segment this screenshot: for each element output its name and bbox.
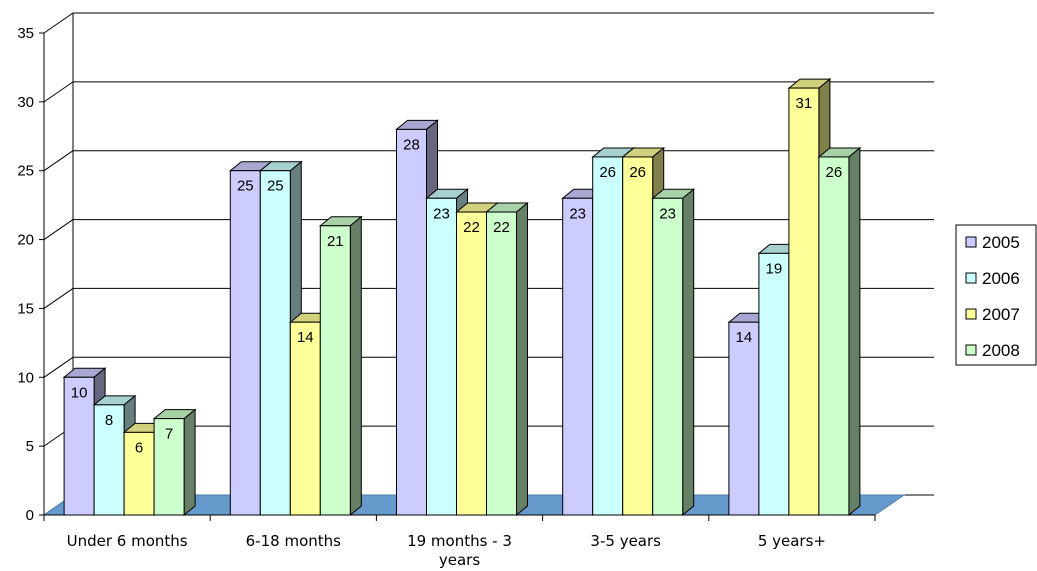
data-label: 23 (433, 205, 450, 222)
data-label: 22 (493, 219, 510, 236)
data-label: 26 (826, 164, 843, 181)
bar-2005 (396, 128, 427, 516)
legend-label: 2005 (982, 233, 1020, 252)
gridline-depth (43, 81, 74, 103)
data-label: 21 (327, 233, 344, 250)
bar-2006 (93, 404, 125, 516)
legend-label: 2006 (982, 269, 1020, 288)
data-label: 14 (736, 329, 753, 346)
bar-2008 (818, 156, 850, 516)
bar-2006 (259, 170, 291, 516)
y-tick-label: 5 (26, 438, 34, 455)
data-label: 26 (629, 164, 646, 181)
data-label: 23 (569, 205, 586, 222)
y-tick-label: 0 (26, 507, 34, 524)
bar-2008 (652, 197, 684, 516)
legend-label: 2008 (982, 341, 1020, 360)
x-tick-label: 19 months - 3 (407, 532, 512, 550)
legend-swatch-2005 (965, 236, 977, 248)
y-tick-label: 35 (17, 25, 34, 42)
bar-2006 (758, 252, 790, 516)
y-tick-label: 20 (17, 232, 34, 249)
bar-2005 (229, 170, 261, 516)
bar-2007 (289, 321, 321, 516)
legend (955, 224, 1037, 366)
y-tick-label: 30 (17, 94, 34, 111)
legend-label: 2007 (982, 305, 1020, 324)
bar-2007 (622, 156, 654, 516)
bar-2008 (486, 211, 517, 516)
data-label: 26 (599, 164, 616, 181)
data-label: 14 (297, 329, 314, 346)
bar-side-2008 (516, 201, 528, 517)
data-label: 6 (135, 439, 143, 456)
bar-2007 (456, 211, 487, 516)
data-label: 8 (105, 412, 113, 429)
data-label: 22 (463, 219, 480, 236)
data-label: 31 (796, 95, 813, 112)
data-label: 19 (766, 260, 783, 277)
legend-swatch-2008 (965, 344, 977, 356)
x-tick-label: 6-18 months (246, 532, 341, 550)
gridline-depth (43, 150, 74, 172)
bar-2008 (153, 418, 185, 516)
x-tick-label: 5 years+ (758, 532, 826, 550)
data-label: 28 (403, 136, 420, 153)
gridline-depth (43, 219, 74, 240)
bar-2005 (63, 376, 95, 516)
bar-2008 (319, 225, 351, 516)
gridline-depth (43, 12, 74, 34)
data-label: 7 (165, 426, 173, 443)
bar-2005 (728, 321, 760, 516)
data-label: 23 (659, 205, 676, 222)
gridline-depth (43, 288, 74, 309)
bar-2006 (426, 197, 457, 516)
x-tick-label: years (439, 551, 480, 569)
bar-side-2008 (848, 146, 861, 517)
y-tick-label: 25 (17, 163, 34, 180)
bar-2007 (788, 87, 820, 516)
data-label: 10 (71, 384, 88, 401)
bar-2005 (562, 197, 594, 516)
legend-swatch-2007 (965, 308, 977, 320)
bar-side-2008 (183, 408, 196, 517)
bar-side-2008 (682, 188, 695, 517)
x-tick-label: 3-5 years (590, 532, 661, 550)
bar-2007 (123, 431, 155, 516)
x-tick-label: Under 6 months (67, 532, 188, 550)
bar-side-2008 (349, 215, 362, 517)
legend-swatch-2006 (965, 272, 977, 284)
y-tick-label: 15 (17, 300, 34, 317)
data-label: 25 (237, 178, 254, 195)
gridline-depth (43, 356, 74, 378)
data-label: 25 (267, 178, 284, 195)
y-tick-label: 10 (17, 369, 34, 386)
bar-2006 (592, 156, 624, 516)
